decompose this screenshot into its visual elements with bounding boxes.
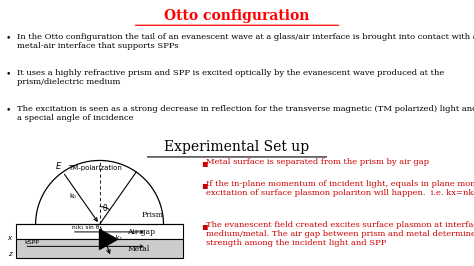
Text: •: • bbox=[6, 33, 11, 42]
Text: z: z bbox=[8, 251, 12, 257]
Text: Metal surface is separated from the prism by air gap: Metal surface is separated from the pris… bbox=[206, 158, 429, 166]
Text: ▪: ▪ bbox=[201, 180, 208, 190]
Text: •: • bbox=[6, 69, 11, 78]
Text: kSPP: kSPP bbox=[25, 240, 39, 245]
Bar bbox=[16, 225, 183, 239]
Bar bbox=[16, 239, 183, 258]
Text: E: E bbox=[55, 162, 61, 171]
Text: x: x bbox=[8, 235, 12, 241]
Text: n₁k₁: n₁k₁ bbox=[109, 235, 122, 241]
Text: θ: θ bbox=[103, 203, 108, 213]
Text: TM-polarization: TM-polarization bbox=[68, 165, 122, 171]
Text: The evanescent field created excites surface plasmon at interface dielectric
med: The evanescent field created excites sur… bbox=[206, 221, 474, 247]
Text: In the Otto configuration the tail of an evanescent wave at a glass/air interfac: In the Otto configuration the tail of an… bbox=[17, 33, 474, 51]
Text: The excitation is seen as a strong decrease in reflection for the transverse mag: The excitation is seen as a strong decre… bbox=[17, 105, 474, 122]
Text: Otto configuration: Otto configuration bbox=[164, 9, 310, 23]
Polygon shape bbox=[100, 229, 118, 250]
Text: Prism: Prism bbox=[141, 211, 163, 219]
Text: k₀: k₀ bbox=[70, 193, 77, 199]
Text: ▪: ▪ bbox=[201, 221, 208, 231]
Text: •: • bbox=[6, 105, 11, 114]
Text: If the in-plane momentum of incident light, equals in plane momentum of SPP,
exc: If the in-plane momentum of incident lig… bbox=[206, 180, 474, 197]
Text: It uses a highly refractive prism and SPP is excited optically by the evanescent: It uses a highly refractive prism and SP… bbox=[17, 69, 444, 86]
Text: ▪: ▪ bbox=[201, 158, 208, 168]
Text: Experimental Set up: Experimental Set up bbox=[164, 140, 310, 154]
Text: Air gap: Air gap bbox=[128, 228, 155, 236]
Text: Metal: Metal bbox=[128, 245, 150, 253]
Text: n₁k₁ sin θ: n₁k₁ sin θ bbox=[72, 225, 99, 230]
